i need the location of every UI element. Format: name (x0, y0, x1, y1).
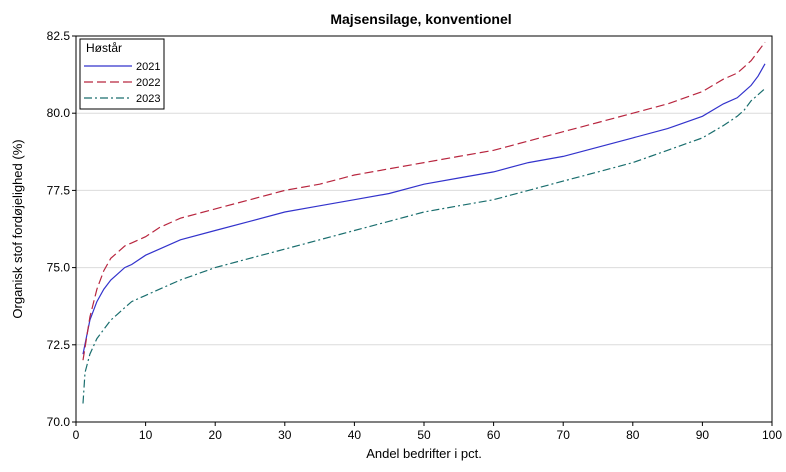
x-tick-label: 10 (139, 428, 153, 442)
series-line-2021 (82, 63, 766, 355)
y-axis: 70.0 72.5 75.0 77.5 80.0 82.5 (47, 29, 76, 429)
series-line-2023 (82, 88, 766, 404)
plot-frame (75, 35, 773, 423)
x-tick-label: 50 (417, 428, 431, 442)
chart-title: Majsensilage, konventionel (330, 11, 511, 27)
x-axis: 0 10 20 30 40 50 60 70 80 90 100 (73, 422, 782, 442)
y-tick-label: 77.5 (47, 183, 71, 197)
legend-entry-2023: 2023 (136, 93, 160, 105)
x-tick-label: 20 (209, 428, 223, 442)
x-tick-label: 90 (696, 428, 710, 442)
y-tick-label: 72.5 (47, 338, 71, 352)
x-tick-label: 40 (348, 428, 362, 442)
legend-entry-2021: 2021 (136, 61, 160, 73)
x-tick-label: 30 (278, 428, 292, 442)
legend-title: Høstår (86, 41, 122, 55)
x-tick-label: 60 (487, 428, 501, 442)
legend: Høstår 2021 2022 2023 (79, 38, 165, 110)
y-tick-label: 82.5 (47, 29, 71, 43)
x-tick-label: 80 (626, 428, 640, 442)
x-tick-label: 70 (557, 428, 571, 442)
series-line-2022 (82, 41, 766, 361)
x-tick-label: 0 (73, 428, 80, 442)
legend-entry-2022: 2022 (136, 77, 160, 89)
y-tick-label: 75.0 (47, 261, 71, 275)
x-tick-label: 100 (762, 428, 782, 442)
y-axis-label: Organisk stof fordøjelighed (%) (10, 139, 25, 318)
y-tick-label: 70.0 (47, 415, 71, 429)
gridlines (76, 35, 772, 423)
series-lines (82, 41, 766, 404)
x-axis-label: Andel bedrifter i pct. (366, 446, 482, 461)
y-tick-label: 80.0 (47, 106, 71, 120)
legend-box (79, 38, 165, 110)
